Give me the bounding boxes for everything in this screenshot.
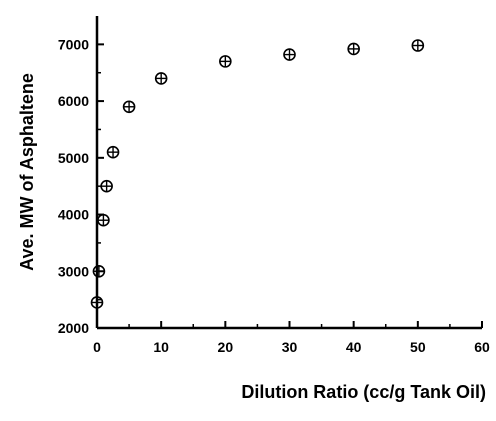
- data-point: [122, 100, 136, 114]
- axes: [95, 16, 482, 330]
- x-tick-label: 40: [346, 339, 362, 355]
- ticks: 0 10 20 30 40 50 60 2000 3000 4000 5000 6000 7000: [58, 36, 490, 355]
- data-point: [283, 48, 296, 61]
- data-point: [411, 39, 425, 52]
- y-axis-title: Ave. MW of Asphaltene: [17, 73, 37, 271]
- y-tick-label: 2000: [58, 320, 89, 336]
- y-tick-label: 3000: [58, 263, 89, 279]
- y-tick-label: 4000: [58, 207, 89, 223]
- data-points: [90, 39, 425, 309]
- data-point: [219, 55, 232, 68]
- x-tick-label: 10: [153, 339, 169, 355]
- x-tick-label: 30: [282, 339, 298, 355]
- data-point: [347, 42, 360, 56]
- data-point: [97, 213, 110, 227]
- data-point: [90, 296, 104, 309]
- data-point: [92, 264, 106, 278]
- x-tick-label: 20: [218, 339, 234, 355]
- x-tick-label: 50: [410, 339, 426, 355]
- y-tick-label: 7000: [58, 36, 89, 52]
- x-tick-label: 0: [93, 339, 101, 355]
- y-tick-label: 6000: [58, 93, 89, 109]
- x-tick-label: 60: [474, 339, 490, 355]
- data-point: [106, 145, 120, 159]
- data-point: [100, 179, 113, 193]
- data-point: [154, 72, 168, 85]
- y-tick-label: 5000: [58, 150, 89, 166]
- x-axis-title: Dilution Ratio (cc/g Tank Oil): [241, 382, 486, 402]
